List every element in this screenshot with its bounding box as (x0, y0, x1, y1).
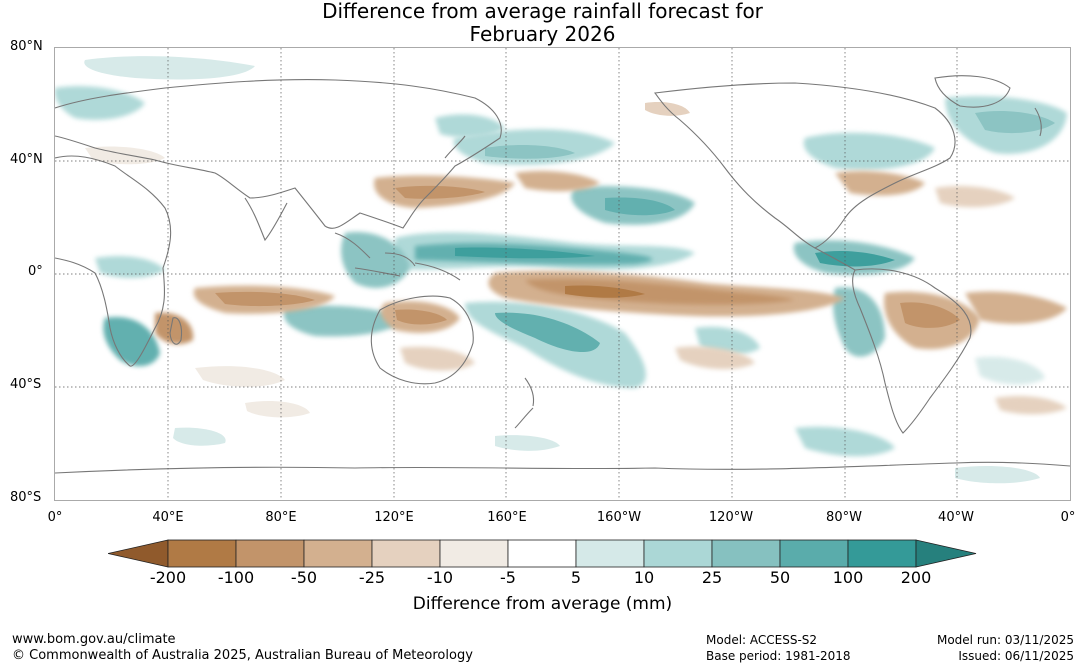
lon-label-120w: 120°W (708, 510, 754, 525)
lat-label-equator: 0° (28, 264, 43, 279)
legend-swatch-min-tip (108, 539, 169, 568)
lat-label-80s: 80°S (10, 490, 42, 505)
lon-label-160e: 160°E (487, 510, 527, 525)
legend-tick-label: -100 (217, 568, 255, 587)
legend-swatch (167, 539, 237, 568)
footer-issued: Issued: 06/11/2025 (958, 649, 1074, 663)
footer-website: www.bom.gov.au/climate (12, 632, 176, 647)
legend-title: Difference from average (mm) (412, 594, 673, 614)
legend-tick-label: -50 (290, 568, 318, 587)
footer-copyright: © Commonwealth of Australia 2025, Austra… (12, 648, 473, 663)
legend-swatch (575, 539, 645, 568)
legend-colorbar (108, 539, 977, 568)
footer-model-run: Model run: 03/11/2025 (936, 633, 1074, 647)
legend-tick-label: 10 (633, 568, 655, 587)
lat-label-40n: 40°N (10, 152, 43, 167)
rainfall-map-canvas (55, 48, 1070, 500)
lon-label-80w: 80°W (826, 510, 862, 525)
map-title: Difference from average rainfall forecas… (0, 0, 1085, 46)
coastlines (55, 75, 1070, 474)
lon-label-40w: 40°W (938, 510, 974, 525)
graticule (55, 48, 1070, 500)
map-title-line1: Difference from average rainfall forecas… (322, 0, 763, 23)
legend-swatch-max-tip (915, 539, 977, 568)
legend-tick-label: -10 (426, 568, 454, 587)
footer-base-period: Base period: 1981-2018 (706, 649, 851, 663)
legend-swatch (303, 539, 373, 568)
legend-swatch (507, 539, 577, 568)
legend-tick-label: -200 (149, 568, 187, 587)
legend-tick-label: -5 (500, 568, 516, 587)
lon-label-0-east: 0° (1060, 510, 1076, 525)
lat-label-80n: 80°N (10, 39, 43, 54)
legend-tick-label: 100 (832, 568, 864, 587)
legend-tick-label: 200 (900, 568, 932, 587)
legend-swatch (847, 539, 917, 568)
lon-label-80e: 80°E (265, 510, 297, 525)
lon-label-0: 0° (47, 510, 63, 525)
lon-label-120e: 120°E (374, 510, 414, 525)
legend-tick-label: 50 (769, 568, 791, 587)
lon-label-40e: 40°E (152, 510, 184, 525)
legend-tick-label: 5 (570, 568, 582, 587)
legend-swatch (779, 539, 849, 568)
legend-swatch (643, 539, 713, 568)
map-title-line2: February 2026 (469, 22, 616, 46)
lon-label-160w: 160°W (596, 510, 642, 525)
legend-swatch (439, 539, 509, 568)
rainfall-map (54, 47, 1071, 501)
legend-swatch (235, 539, 305, 568)
legend-tick-label: 25 (701, 568, 723, 587)
legend-swatch (371, 539, 441, 568)
legend-tick-label: -25 (358, 568, 386, 587)
legend-swatch (711, 539, 781, 568)
footer-model: Model: ACCESS-S2 (706, 633, 818, 647)
dry-anomaly-regions (85, 102, 1067, 418)
lat-label-40s: 40°S (10, 377, 42, 392)
